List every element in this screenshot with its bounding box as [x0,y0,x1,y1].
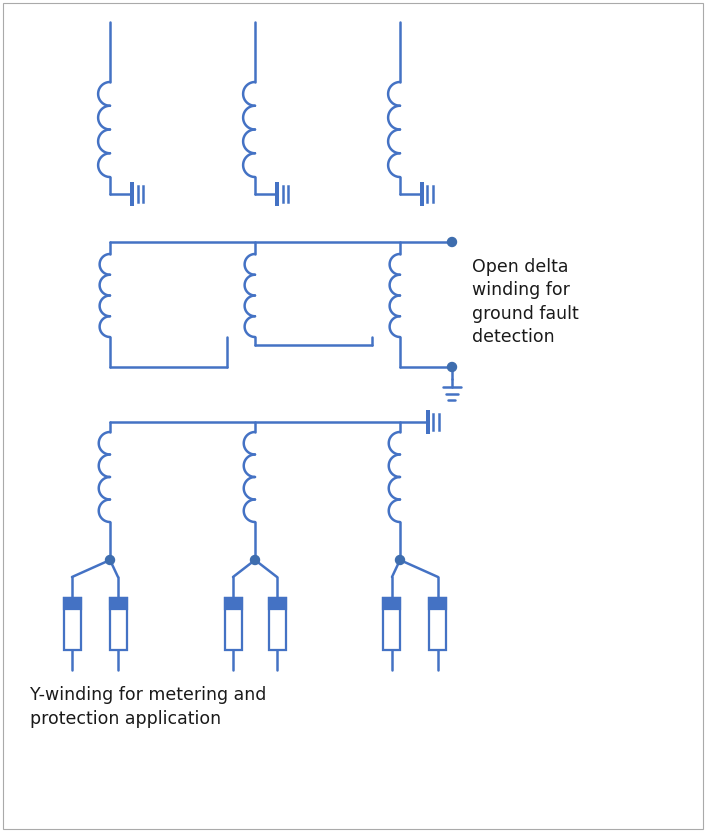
Bar [429,598,446,609]
Text: Open delta
winding for
ground fault
detection: Open delta winding for ground fault dete… [472,258,579,346]
Bar [429,598,446,650]
Bar [268,598,285,609]
Bar [268,598,285,650]
Bar [225,598,241,609]
Circle shape [395,556,405,564]
Bar [109,598,126,609]
Bar [383,598,400,650]
Bar [225,598,241,650]
Bar [383,598,400,609]
Bar [64,598,80,650]
Circle shape [251,556,260,564]
Bar [64,598,80,609]
Circle shape [105,556,114,564]
Bar [109,598,126,650]
Text: Y-winding for metering and
protection application: Y-winding for metering and protection ap… [30,686,266,728]
Circle shape [448,363,457,372]
Circle shape [448,237,457,246]
